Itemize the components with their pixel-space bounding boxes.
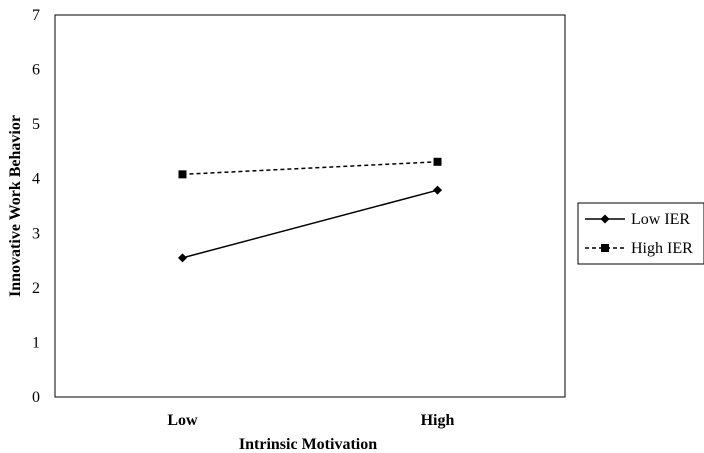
series-line-low-ier xyxy=(182,189,438,259)
legend: Low IER High IER xyxy=(577,202,704,265)
plot-area xyxy=(54,14,566,398)
series-line-high-ier xyxy=(182,161,438,176)
legend-box xyxy=(577,202,704,265)
legend-label: Low IER xyxy=(631,211,690,228)
x-axis-title: Intrinsic Motivation xyxy=(239,436,377,453)
x-category-label: Low xyxy=(167,412,198,429)
y-tick-label: 7 xyxy=(32,7,40,24)
y-tick-label: 5 xyxy=(32,116,40,133)
data-point-marker xyxy=(178,170,187,179)
y-tick-label: 3 xyxy=(32,225,40,242)
y-tick-label: 2 xyxy=(32,280,40,297)
y-tick-label: 0 xyxy=(32,389,40,406)
legend-items: Low IER High IER xyxy=(585,211,693,257)
legend-marker xyxy=(600,214,610,224)
y-tick-label: 4 xyxy=(32,171,40,188)
data-point-marker xyxy=(433,157,442,166)
legend-marker xyxy=(601,244,609,252)
x-axis-categories: Low High xyxy=(167,412,454,429)
data-point-marker xyxy=(178,253,187,263)
series-group xyxy=(178,157,442,263)
y-axis-ticks: 0 1 2 3 4 5 6 7 xyxy=(32,7,40,406)
y-tick-label: 6 xyxy=(32,62,40,79)
x-category-label: High xyxy=(421,412,455,429)
data-point-marker xyxy=(433,185,442,195)
legend-label: High IER xyxy=(631,240,693,257)
y-axis-title: Innovative Work Behavior xyxy=(7,115,24,297)
y-tick-label: 1 xyxy=(32,334,40,351)
